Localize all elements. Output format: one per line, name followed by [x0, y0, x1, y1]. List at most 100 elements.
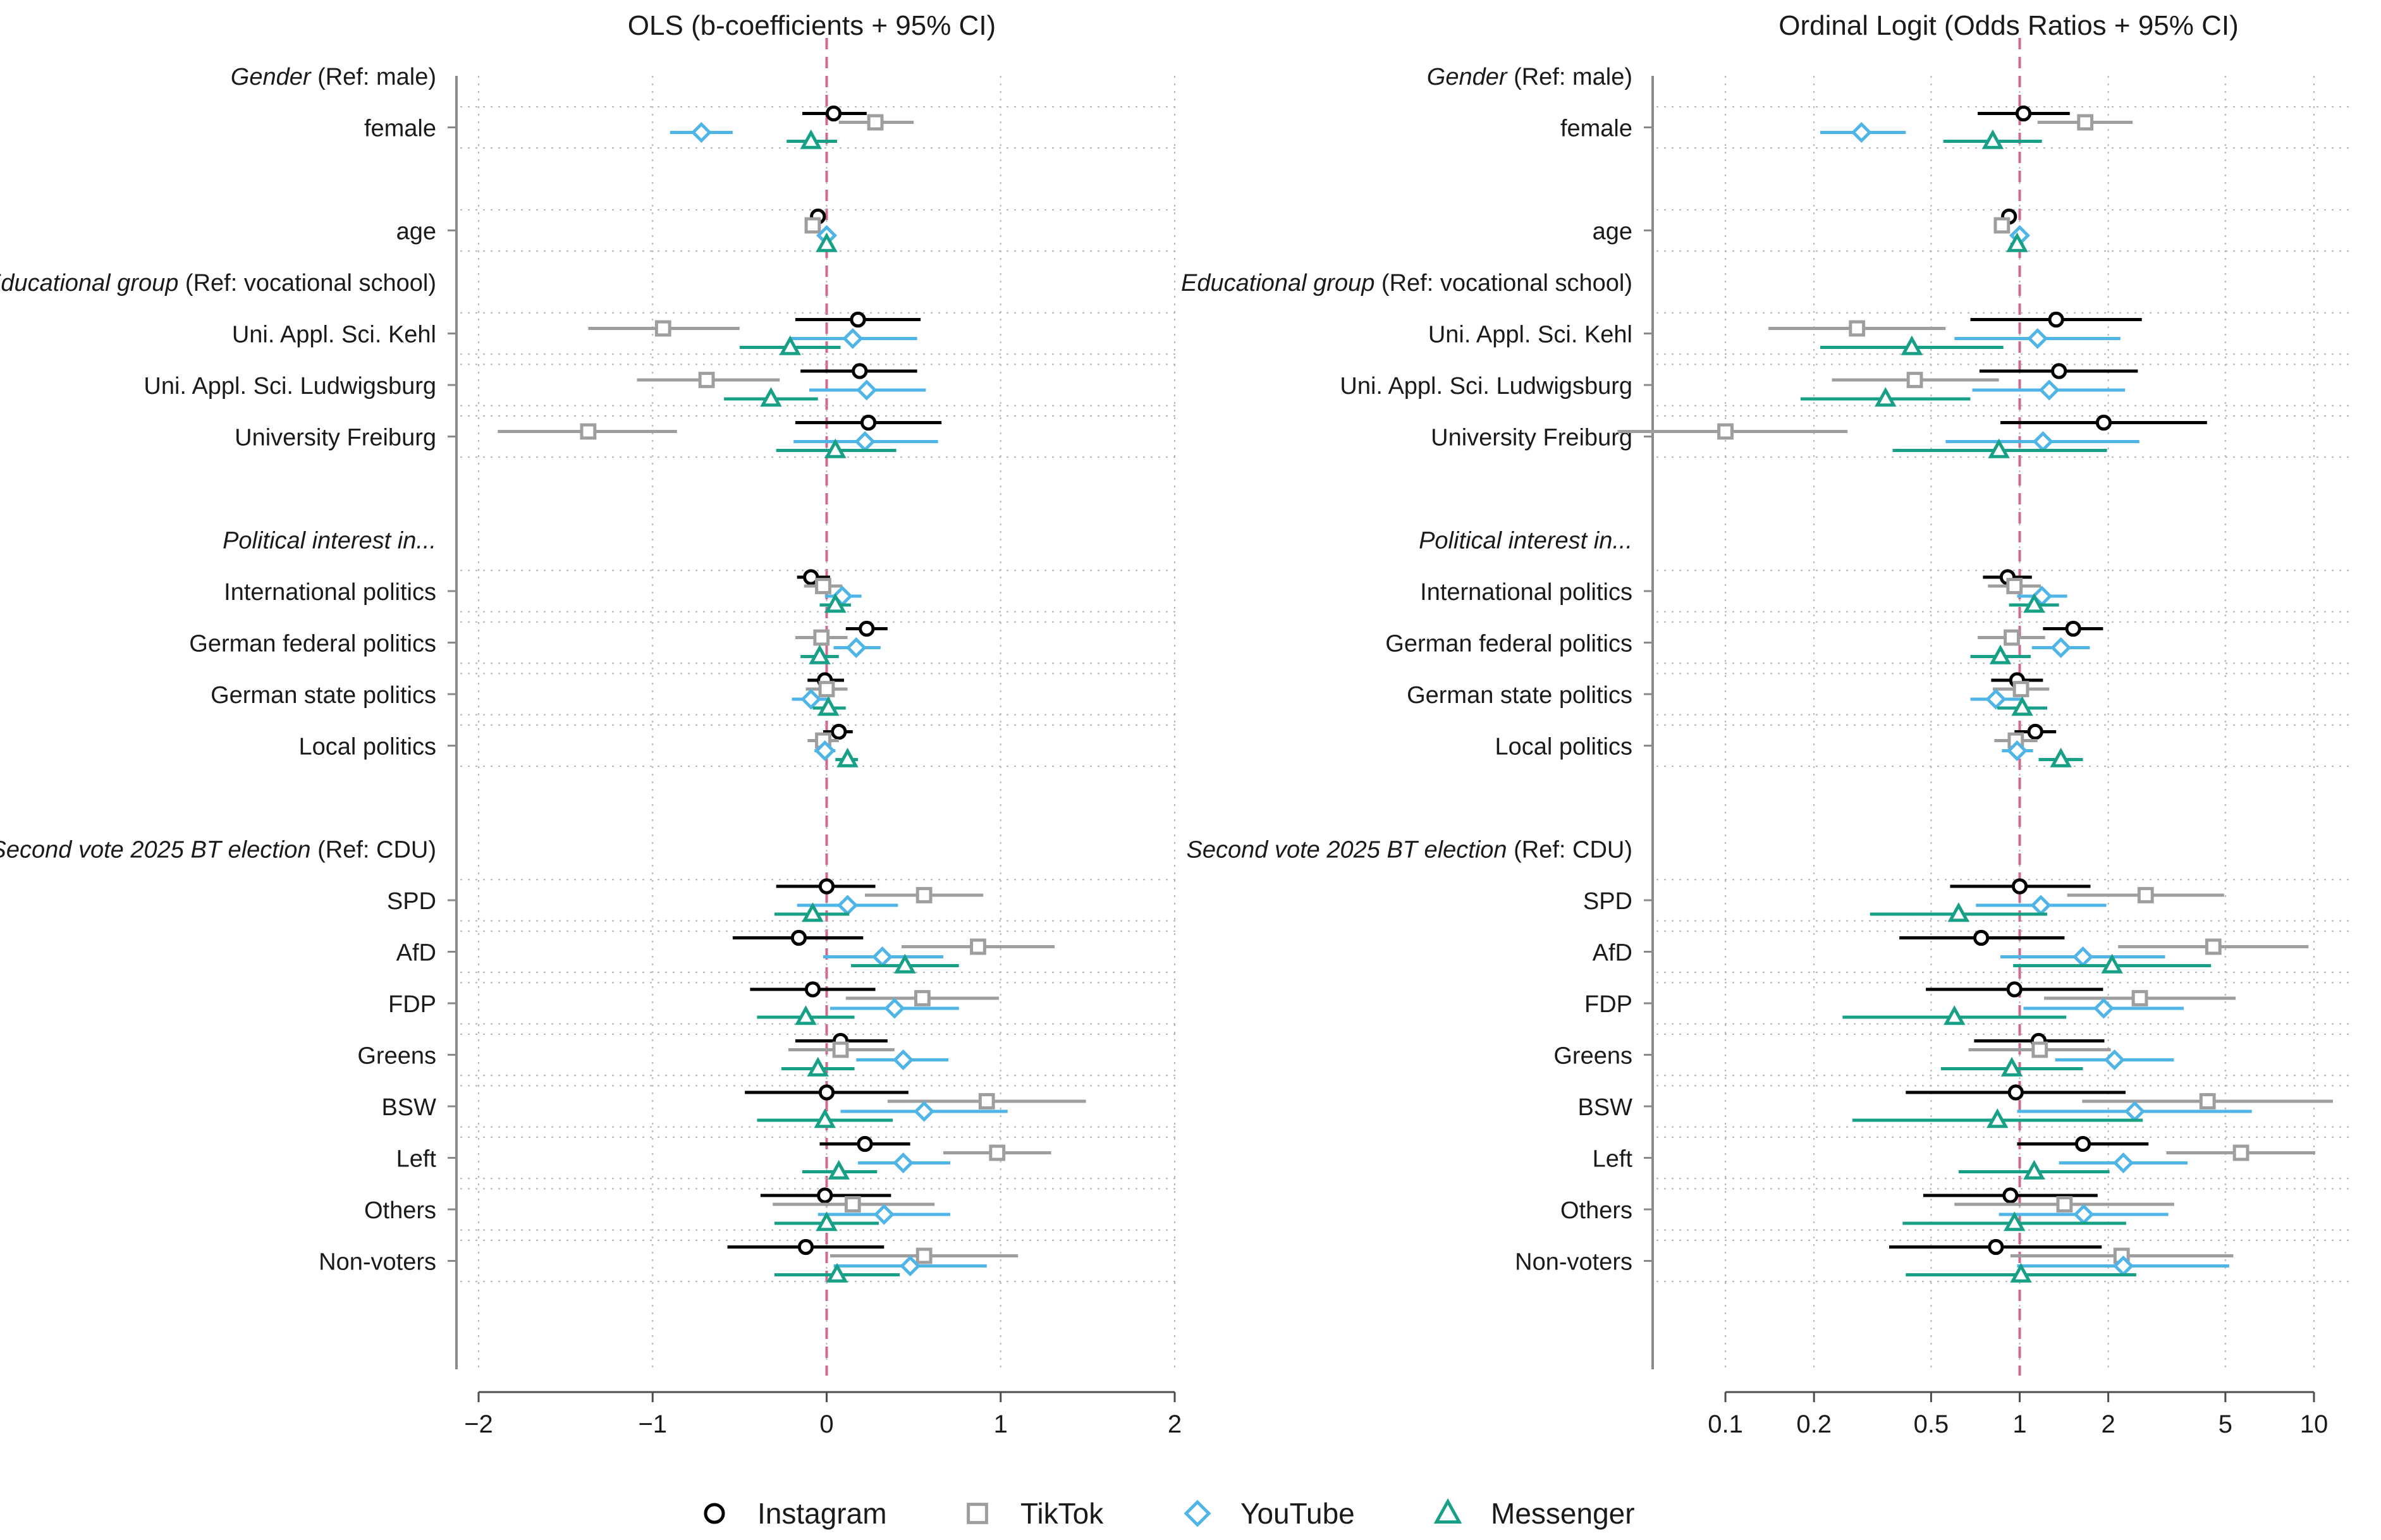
logit-point-others-instagram — [2002, 1187, 2019, 1204]
ols-term-label-local-politics: Local politics — [298, 734, 436, 761]
ols-point-local-politics-messenger — [836, 747, 859, 767]
ols-group-header-rest: (Ref: male) — [311, 64, 436, 90]
logit-point-bsw-messenger — [1986, 1108, 2009, 1128]
ols-point-non-voters-tiktok — [915, 1247, 933, 1264]
ols-term-label-female: female — [364, 116, 436, 142]
logit-point-fdp-tiktok — [2131, 990, 2148, 1006]
logit-point-german-federal-politics-instagram — [2065, 620, 2081, 637]
logit-point-afd-messenger — [2101, 953, 2123, 974]
ols-point-university-freiburg-messenger — [824, 438, 847, 458]
logit-point-bsw-tiktok — [2199, 1093, 2216, 1109]
ols-point-bsw-instagram — [818, 1084, 835, 1101]
ols-term-label-german-state-politics: German state politics — [211, 682, 436, 709]
ols-point-others-messenger — [816, 1211, 838, 1231]
ols-term-label-international-politics: International politics — [224, 579, 436, 606]
legend-item-messenger: Messenger — [1433, 1497, 1635, 1530]
logit-point-university-freiburg-tiktok — [1717, 423, 1734, 440]
ols-point-international-politics-tiktok — [815, 578, 831, 594]
logit-point-german-federal-politics-youtube — [2050, 637, 2072, 659]
logit-point-bsw-instagram — [2007, 1084, 2024, 1101]
ols-point-non-voters-messenger — [826, 1262, 848, 1283]
ols-point-uni-appl-sci-kehl-messenger — [779, 335, 801, 355]
ols-point-german-state-politics-tiktok — [818, 681, 835, 697]
logit-point-age-messenger — [2006, 232, 2028, 252]
ols-point-fdp-youtube — [884, 998, 905, 1019]
logit-point-uni-appl-sci-ludwigsburg-tiktok — [1906, 372, 1923, 388]
ols-point-german-state-politics-youtube — [800, 688, 822, 710]
logit-point-female-messenger — [1981, 129, 2004, 149]
ols-term-label-university-freiburg: University Freiburg — [235, 425, 436, 451]
ols-point-others-tiktok — [844, 1196, 861, 1213]
ols-point-female-messenger — [800, 129, 822, 149]
ols-term-label-spd: SPD — [387, 888, 436, 915]
logit-term-label-university-freiburg: University Freiburg — [1431, 425, 1632, 451]
logit-point-fdp-messenger — [1943, 1005, 1966, 1025]
logit-point-uni-appl-sci-kehl-tiktok — [1849, 320, 1866, 337]
ols-term-label-left: Left — [396, 1146, 437, 1173]
ols-term-label-afd: AfD — [396, 940, 436, 967]
ols-x-tick-label-0: −2 — [464, 1410, 493, 1438]
ols-point-german-federal-politics-tiktok — [813, 629, 830, 646]
ols-point-spd-tiktok — [915, 887, 933, 903]
ols-point-uni-appl-sci-ludwigsburg-youtube — [856, 379, 878, 401]
ols-point-female-tiktok — [867, 114, 884, 131]
logit-point-uni-appl-sci-kehl-instagram — [2048, 311, 2064, 328]
ols-point-uni-appl-sci-kehl-instagram — [850, 311, 866, 328]
ols-point-fdp-instagram — [804, 981, 821, 998]
logit-point-german-federal-politics-messenger — [1989, 644, 2012, 664]
ols-group-header-gender: Gender (Ref: male) — [231, 64, 436, 90]
logit-x-tick-label-4: 2 — [2102, 1410, 2115, 1438]
legend-label: Instagram — [757, 1497, 887, 1530]
logit-term-label-uni-appl-sci-kehl: Uni. Appl. Sci. Kehl — [1428, 322, 1632, 348]
logit-point-fdp-instagram — [2006, 981, 2023, 998]
ols-point-left-instagram — [857, 1135, 873, 1152]
ols-point-bsw-youtube — [914, 1101, 935, 1122]
legend-label: Messenger — [1491, 1497, 1635, 1530]
ols-group-header-italic: Political interest in... — [223, 528, 436, 554]
logit-point-german-state-politics-tiktok — [2012, 681, 2029, 697]
ols-term-label-others: Others — [364, 1197, 436, 1224]
logit-point-left-youtube — [2112, 1152, 2134, 1174]
logit-x-tick-label-2: 0.5 — [1914, 1410, 1949, 1438]
ols-point-others-youtube — [873, 1204, 895, 1225]
ols-x-tick-label-2: 0 — [819, 1410, 833, 1438]
ols-term-label-german-federal-politics: German federal politics — [189, 631, 436, 657]
legend-triangle-icon — [1433, 1498, 1462, 1524]
ols-point-non-voters-youtube — [900, 1255, 921, 1277]
ols-term-label-greens: Greens — [357, 1043, 436, 1070]
ols-point-uni-appl-sci-ludwigsburg-messenger — [760, 387, 782, 407]
ols-x-tick-label-4: 2 — [1168, 1410, 1182, 1438]
ols-point-uni-appl-sci-kehl-tiktok — [654, 320, 671, 337]
logit-point-local-politics-instagram — [2027, 723, 2043, 740]
ols-term-label-non-voters: Non-voters — [319, 1249, 436, 1276]
logit-term-label-greens: Greens — [1553, 1043, 1632, 1070]
logit-group-header-italic: Second vote 2025 BT election — [1187, 837, 1507, 864]
ols-point-age-tiktok — [804, 217, 821, 234]
logit-point-greens-messenger — [2000, 1056, 2023, 1077]
logit-point-uni-appl-sci-ludwigsburg-messenger — [1875, 387, 1897, 407]
ols-term-label-uni-appl-sci-ludwigsburg: Uni. Appl. Sci. Ludwigsburg — [144, 373, 436, 400]
legend-item-youtube: YouTube — [1184, 1497, 1355, 1530]
logit-point-university-freiburg-messenger — [1988, 438, 2010, 458]
ols-group-header-political-interest-in: Political interest in... — [223, 528, 436, 554]
logit-point-greens-youtube — [2103, 1049, 2126, 1071]
logit-group-header-second-vote-2025-bt-election: Second vote 2025 BT election (Ref: CDU) — [1187, 837, 1632, 864]
ordinal-logit-title: Ordinal Logit (Odds Ratios + 95% CI) — [1778, 10, 2239, 41]
logit-point-others-tiktok — [2056, 1196, 2073, 1213]
logit-point-age-tiktok — [1993, 217, 2011, 234]
ols-point-afd-messenger — [894, 953, 916, 974]
logit-term-label-left: Left — [1593, 1146, 1633, 1173]
logit-point-female-youtube — [1851, 121, 1872, 144]
ols-x-tick-label-1: −1 — [638, 1410, 667, 1438]
logit-point-spd-messenger — [1947, 902, 1970, 922]
ols-point-age-messenger — [816, 232, 838, 252]
ols-point-university-freiburg-instagram — [860, 414, 877, 431]
logit-point-german-state-politics-youtube — [1985, 688, 2007, 710]
logit-point-left-tiktok — [2232, 1144, 2249, 1161]
ols-group-header-rest: (Ref: vocational school) — [178, 270, 436, 296]
logit-x-tick-label-6: 10 — [2300, 1410, 2329, 1438]
logit-group-header-italic: Political interest in... — [1419, 528, 1632, 554]
ols-point-spd-messenger — [802, 902, 824, 922]
logit-point-local-politics-messenger — [2050, 747, 2072, 767]
